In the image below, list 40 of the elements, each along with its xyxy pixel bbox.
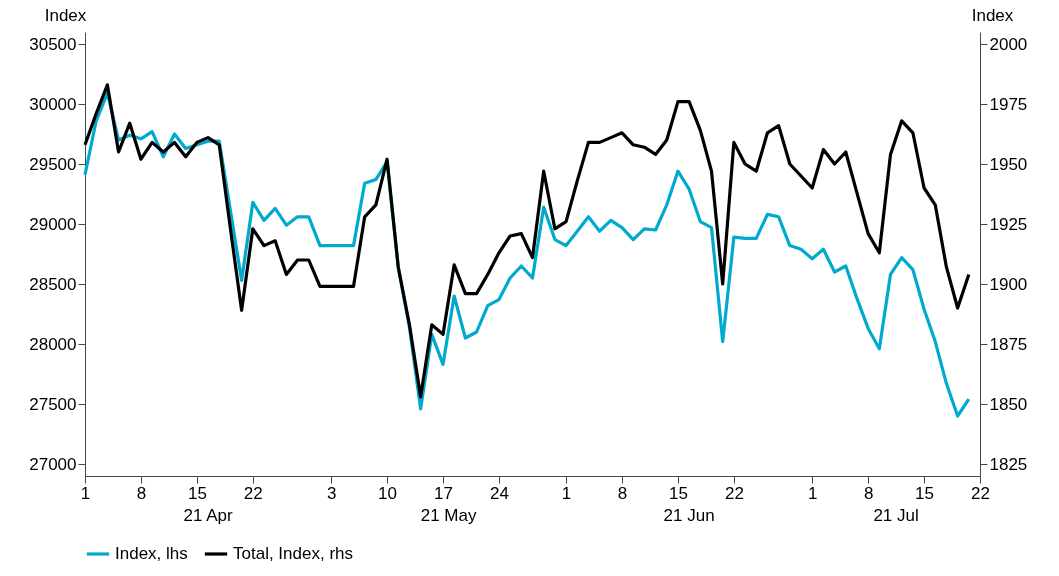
y2-tick-label: 2000 xyxy=(989,34,1028,54)
x-tick-label: 15 xyxy=(915,483,935,503)
y2-tick-label: 1825 xyxy=(989,454,1028,474)
y-tick-label: 28000 xyxy=(29,334,77,354)
y-tick-label: 29000 xyxy=(29,214,77,234)
y-tick-label: 28500 xyxy=(29,274,77,294)
x-tick-label: 8 xyxy=(863,483,874,503)
y2-axis-title: Index xyxy=(971,5,1014,25)
text: 21 Jul xyxy=(873,506,919,525)
y-tick-label: 27000 xyxy=(29,454,77,474)
x-tick-label: 15 xyxy=(187,483,207,503)
y-tick-label: 30000 xyxy=(29,94,77,114)
y2-tick-label: 1900 xyxy=(989,274,1028,294)
y2-tick-label: 1850 xyxy=(989,394,1028,414)
x-tick-label: 22 xyxy=(724,483,744,503)
legend-label: Total, Index, rhs xyxy=(233,544,354,563)
x-tick-label: 8 xyxy=(136,483,147,503)
y2-tick-label: 1875 xyxy=(989,334,1028,354)
y-tick-label: 30500 xyxy=(29,34,77,54)
x-tick-label: 24 xyxy=(489,483,509,503)
y2-tick-label: 1950 xyxy=(989,154,1028,174)
x-tick-label: 1 xyxy=(80,483,91,503)
legend-label: Index, lhs xyxy=(115,544,188,563)
x-tick-label: 3 xyxy=(326,483,337,503)
x-tick-label: 1 xyxy=(561,483,572,503)
text: 21 Apr xyxy=(183,506,233,525)
y2-tick-label: 1925 xyxy=(989,214,1028,234)
y-tick-label: 29500 xyxy=(29,154,77,174)
x-tick-label: 22 xyxy=(971,483,990,503)
y2-tick-label: 1975 xyxy=(989,94,1028,114)
x-tick-label: 15 xyxy=(668,483,688,503)
x-tick-label: 8 xyxy=(617,483,628,503)
text: 21 Jun xyxy=(663,506,715,525)
y-axis-title: Index xyxy=(44,5,87,25)
x-tick-label: 22 xyxy=(243,483,263,503)
text: 21 May xyxy=(420,506,477,525)
x-tick-label: 17 xyxy=(434,483,453,503)
x-tick-label: 1 xyxy=(807,483,818,503)
y-tick-label: 27500 xyxy=(29,394,77,414)
x-tick-label: 10 xyxy=(378,483,398,503)
